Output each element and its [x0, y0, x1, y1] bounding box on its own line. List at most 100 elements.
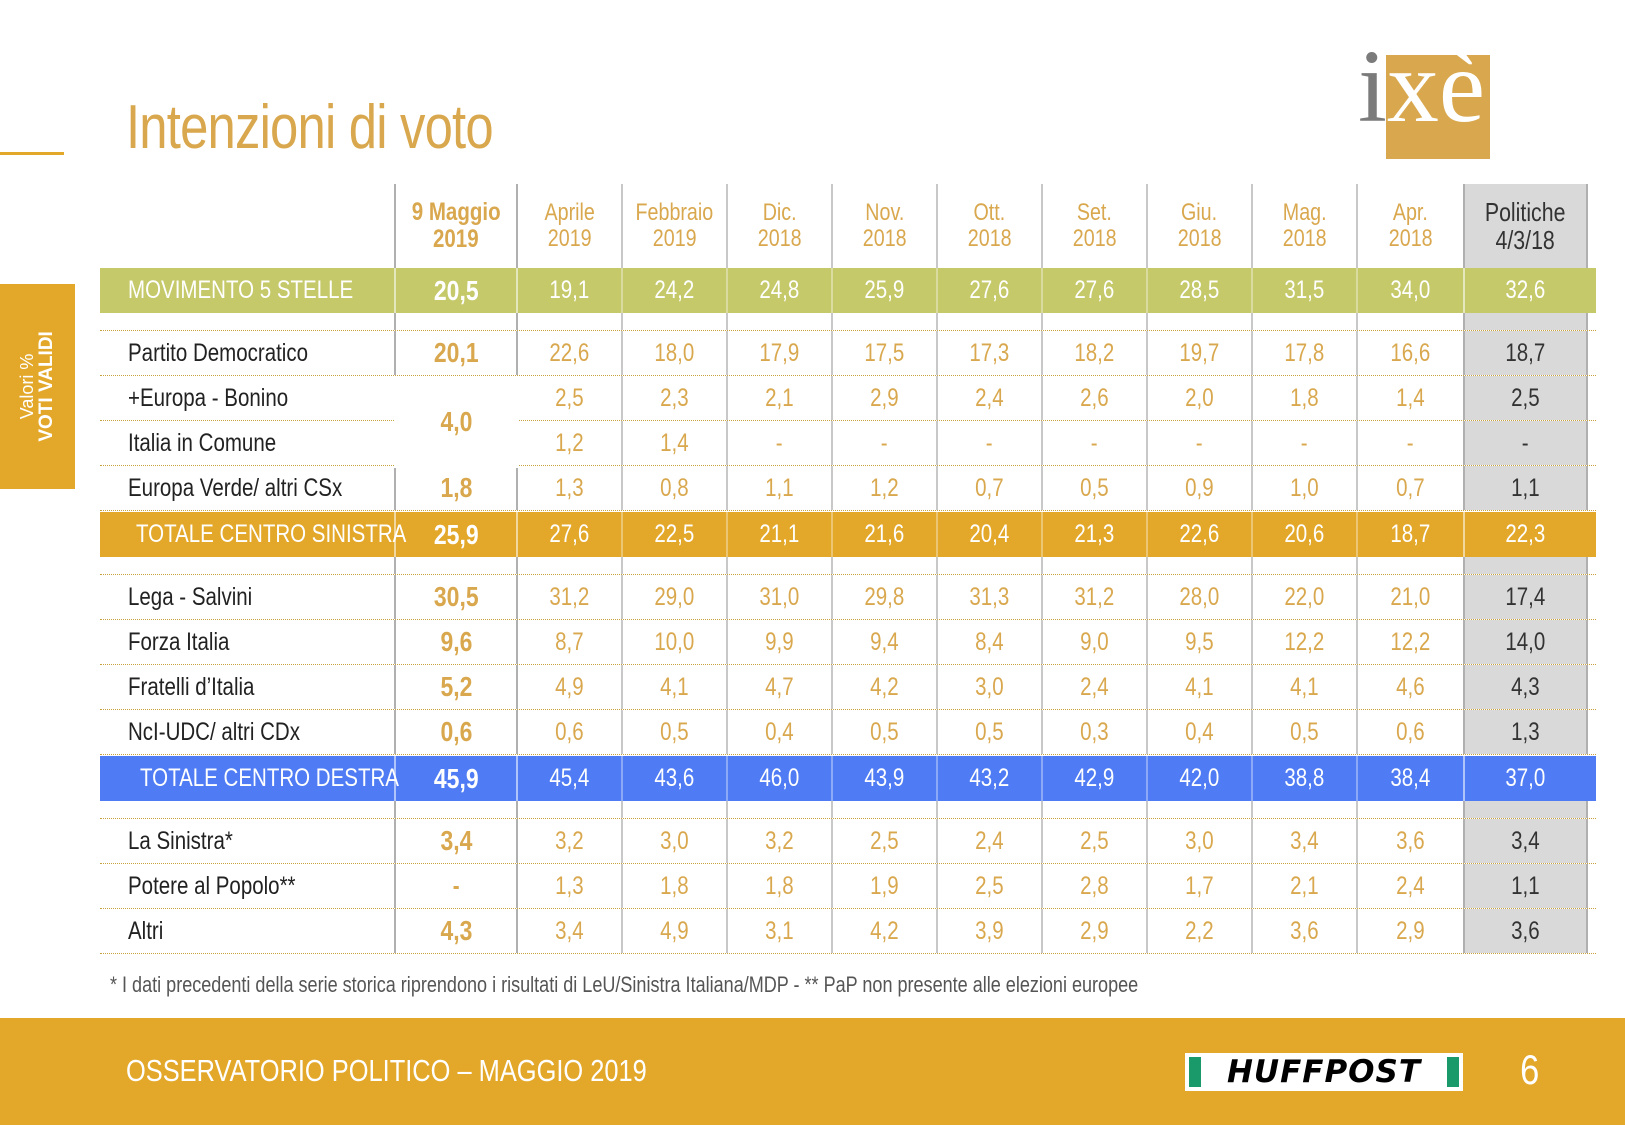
row-label: TOTALE CENTRO DESTRA	[100, 756, 399, 801]
row-current-value-text: 25,9	[433, 518, 479, 550]
row-month-value-text: 1,3	[555, 473, 584, 502]
row-month-value: 4,2	[833, 665, 938, 709]
row-month-value-text: 45,4	[549, 764, 590, 792]
row-current-value-text: 9,6	[440, 626, 472, 657]
header-month-line1: Aprile	[544, 199, 595, 227]
row-label-text: Europa Verde/ altri CSx	[128, 473, 343, 502]
spacer-politiche	[1463, 801, 1588, 818]
row-month-value: 1,3	[518, 466, 623, 510]
row-politiche-value: 37,0	[1463, 756, 1588, 801]
header-month-line1: Dic.	[762, 199, 797, 227]
row-month-value-text: 27,6	[969, 276, 1010, 304]
row-politiche-value: 14,0	[1463, 620, 1588, 664]
row-month-value: 2,8	[1043, 864, 1148, 908]
row-month-value: -	[1358, 421, 1463, 465]
row-month-value: 25,9	[833, 268, 938, 313]
row-month-value-text: 3,6	[1290, 916, 1319, 945]
row-month-value-text: 0,5	[975, 717, 1004, 746]
row-month-value-text: 2,0	[1185, 383, 1214, 412]
row-month-value-text: 38,8	[1284, 764, 1325, 792]
table-row-m5s: MOVIMENTO 5 STELLE 20,5 19,1 24,2 24,8 25,9 27…	[100, 268, 1596, 313]
row-month-value-text: 0,6	[555, 717, 584, 746]
row-month-value-text: 28,0	[1179, 582, 1220, 611]
spacer-month	[1043, 801, 1148, 818]
row-month-value: 2,9	[1358, 909, 1463, 953]
row-month-value-text: 2,1	[765, 383, 794, 412]
row-label: NcI-UDC/ altri CDx	[100, 710, 394, 754]
row-month-value: 0,5	[938, 710, 1043, 754]
spacer-month	[728, 313, 833, 330]
row-month-value: 2,4	[1043, 665, 1148, 709]
row-month-value-text: 9,9	[765, 627, 794, 656]
header-month: Ott. 2018	[938, 184, 1043, 268]
row-month-value: 3,4	[518, 909, 623, 953]
header-month: Mag. 2018	[1253, 184, 1358, 268]
spacer-month	[833, 557, 938, 574]
row-month-value-text: 0,8	[660, 473, 689, 502]
row-month-value: 0,5	[833, 710, 938, 754]
row-month-value-text: 31,3	[969, 582, 1010, 611]
row-month-value-text: 2,1	[1290, 871, 1319, 900]
row-month-value: 22,5	[623, 512, 728, 557]
row-month-value: 9,5	[1148, 620, 1253, 664]
row-month-value-text: 34,0	[1390, 276, 1431, 304]
header-label-cell	[100, 184, 394, 268]
row-month-value-text: 28,5	[1179, 276, 1220, 304]
row-month-value-text: 3,0	[1185, 826, 1214, 855]
row-month-value: 2,3	[623, 376, 728, 420]
table-row-fi: Forza Italia 9,6 8,7 10,0 9,9 9,4 8,4 9,0 9,5 12,…	[100, 620, 1596, 665]
row-month-value: 0,7	[938, 466, 1043, 510]
row-month-value-text: 0,7	[1396, 473, 1425, 502]
row-month-value: 31,0	[728, 575, 833, 619]
spacer-current	[394, 557, 518, 574]
row-month-value: 18,2	[1043, 331, 1148, 375]
row-current-value: 30,5	[394, 575, 518, 619]
row-month-value-text: -	[1301, 428, 1308, 457]
header-month-line1: Mag.	[1282, 199, 1327, 227]
row-month-value: 38,4	[1358, 756, 1463, 801]
header-month-line2: 2019	[652, 225, 697, 252]
row-month-value: -	[1148, 421, 1253, 465]
row-month-value-text: 3,0	[660, 826, 689, 855]
row-month-value-text: 0,6	[1396, 717, 1425, 746]
row-month-value-text: 20,4	[969, 520, 1010, 548]
row-current-value: 45,9	[394, 756, 518, 801]
row-politiche-value-text: 1,1	[1511, 871, 1540, 900]
row-month-value: 0,4	[1148, 710, 1253, 754]
logo-bar-right	[1447, 1057, 1459, 1087]
row-month-value: 2,9	[833, 376, 938, 420]
table-header: 9 Maggio 2019 Aprile 2019 Febbraio 2019 Dic. 20…	[100, 184, 1596, 268]
row-month-value: 0,4	[728, 710, 833, 754]
spacer-label	[100, 313, 394, 330]
spacer-month	[623, 801, 728, 818]
row-month-value-text: 4,9	[555, 672, 584, 701]
row-month-value-text: 24,8	[759, 276, 800, 304]
row-politiche-value-text: 3,6	[1511, 916, 1540, 945]
row-month-value: 16,6	[1358, 331, 1463, 375]
row-month-value-text: 24,2	[654, 276, 695, 304]
row-month-value: 3,6	[1358, 819, 1463, 863]
spacer-month	[1148, 557, 1253, 574]
row-politiche-value-text: 2,5	[1511, 383, 1540, 412]
row-month-value: 27,6	[1043, 268, 1148, 313]
row-month-value: 31,2	[1043, 575, 1148, 619]
row-month-value-text: 12,2	[1390, 627, 1431, 656]
row-month-value: 43,6	[623, 756, 728, 801]
header-month-line1: Febbraio	[635, 199, 714, 227]
row-month-value-text: 3,2	[555, 826, 584, 855]
header-month-line1: Giu.	[1181, 199, 1218, 227]
row-current-value-text: 3,4	[440, 825, 472, 856]
row-current-value-text: 30,5	[433, 581, 479, 612]
row-month-value-text: -	[881, 428, 888, 457]
row-month-value: 4,1	[1253, 665, 1358, 709]
table-row-pd: Partito Democratico 20,1 22,6 18,0 17,9 17,5 1…	[100, 331, 1596, 376]
row-month-value-text: 1,0	[1290, 473, 1319, 502]
row-current-value-text: 20,1	[433, 337, 479, 368]
row-month-value: 3,2	[728, 819, 833, 863]
spacer-month	[1253, 313, 1358, 330]
row-month-value-text: 9,0	[1080, 627, 1109, 656]
header-month: Giu. 2018	[1148, 184, 1253, 268]
header-month-line2: 2018	[967, 225, 1012, 252]
row-month-value: 3,0	[938, 665, 1043, 709]
header-month-line2: 2018	[862, 225, 907, 252]
